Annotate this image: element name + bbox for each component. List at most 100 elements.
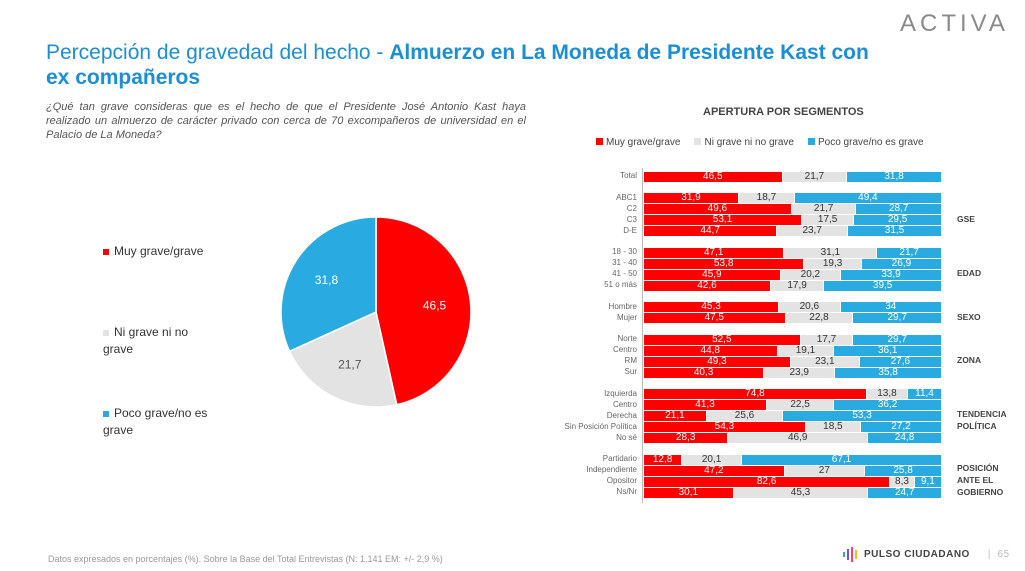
activa-logo: ACTIVA xyxy=(900,10,1009,37)
pie-legend-item: Muy grave/grave xyxy=(103,243,213,260)
bar-segment: 8,3 xyxy=(890,476,914,487)
bar-segment: 44,8 xyxy=(644,345,777,356)
bar-category-label: C2 xyxy=(626,203,637,213)
survey-question: ¿Qué tan grave consideras que es el hech… xyxy=(46,101,526,141)
legend-label: Ni grave ni no grave xyxy=(704,137,794,148)
bar-category-label: Sur xyxy=(624,367,637,376)
segment-group-label: GSE xyxy=(957,213,975,224)
legend-swatch xyxy=(103,410,109,417)
legend-swatch xyxy=(694,138,702,145)
bar-category-label: 18 - 30 xyxy=(612,247,637,256)
bar-segment: 29,5 xyxy=(854,215,941,225)
bar-segment: 19,3 xyxy=(804,258,861,269)
bar-segment: 82,6 xyxy=(644,476,890,487)
bar-category-label: No sé xyxy=(616,432,637,442)
bar-segment: 27,2 xyxy=(860,422,941,432)
bar-segment: 45,3 xyxy=(644,302,779,312)
segment-group-label: SEXO xyxy=(957,311,981,322)
legend-item: Muy grave/grave xyxy=(596,137,680,148)
legend-label: Ni grave ni no grave xyxy=(103,325,189,356)
bar-segment: 17,5 xyxy=(802,215,854,225)
bar-segment: 30,1 xyxy=(644,487,733,498)
bar-segment: 31,5 xyxy=(848,226,941,236)
pie-slice xyxy=(375,216,472,406)
bar-segment: 52,5 xyxy=(644,334,800,345)
bar-category-label: Sin Posición Política xyxy=(564,421,637,431)
bar-segment: 45,9 xyxy=(644,269,780,280)
bar-segment: 33,9 xyxy=(840,269,941,280)
legend-item: Poco grave/no es grave xyxy=(807,137,924,148)
bar-segment: 40,3 xyxy=(644,367,764,378)
bar-segment: 27 xyxy=(784,465,865,476)
bar-category-label: Mujer xyxy=(616,312,637,322)
bar-category-label: Derecha xyxy=(606,410,637,420)
bar-category-label: Opositor xyxy=(606,476,637,485)
bar-category-label: Total xyxy=(620,171,637,180)
bar-segment: 47,2 xyxy=(644,465,784,476)
bar-segment: 27,6 xyxy=(859,356,941,367)
bar-segment: 49,4 xyxy=(794,193,941,203)
segment-group-label: EDAD xyxy=(957,268,982,278)
bar-category-label: 31 - 40 xyxy=(612,258,637,267)
bar-segment: 74,8 xyxy=(644,389,866,399)
bar-category-label: Norte xyxy=(617,334,637,343)
bar-segment: 39,5 xyxy=(824,280,941,291)
pie-legend-item: Poco grave/no es grave xyxy=(103,405,213,439)
bar-segment: 13,8 xyxy=(866,389,907,399)
bar-segment: 9,1 xyxy=(914,476,941,487)
title-prefix: Percepción de gravedad del hecho - xyxy=(46,41,390,64)
pie-slice xyxy=(280,216,377,353)
bar-segment: 25,6 xyxy=(706,411,783,421)
pulso-logo-icon xyxy=(843,547,857,562)
legend-label: Poco grave/no es grave xyxy=(103,406,208,437)
bar-segment: 42,6 xyxy=(644,280,770,291)
bar-segment: 20,2 xyxy=(780,269,840,280)
legend-label: Muy grave/grave xyxy=(606,137,681,148)
bar-category-label: Independiente xyxy=(586,465,637,474)
bar-segment: 18,5 xyxy=(805,422,860,432)
bar-segment: 53,3 xyxy=(783,411,941,421)
bar-segment: 25,8 xyxy=(865,465,941,476)
bar-category-label: Ns/Nr xyxy=(616,487,637,496)
segment-group-label: POSICIÓN ANTE EL GOBIERNO xyxy=(957,463,1004,497)
bar-category-label: 41 - 50 xyxy=(612,269,637,278)
bar-category-label: RM xyxy=(624,356,637,365)
bar-category-label: Partidario xyxy=(602,454,637,463)
bar-legend: Muy grave/grave Ni grave ni no grave Poc… xyxy=(596,137,924,148)
pie-legend-item: Ni grave ni no grave xyxy=(103,324,213,358)
bar-segment: 45,3 xyxy=(733,487,868,498)
bar-category-label: Izquierda xyxy=(604,388,637,398)
legend-swatch xyxy=(807,138,815,145)
legend-item: Ni grave ni no grave xyxy=(694,137,794,148)
page-number-value: 65 xyxy=(997,548,1010,560)
bar-segment: 19,1 xyxy=(777,345,834,356)
bar-axis xyxy=(642,168,643,503)
bar-category-label: Hombre xyxy=(608,301,637,311)
bar-segment: 49,6 xyxy=(644,204,791,214)
bar-category-label: 51 o más xyxy=(604,280,637,289)
pie-chart: 46,5 21,7 31,8 xyxy=(280,216,472,408)
bar-segment: 23,7 xyxy=(777,226,848,236)
bar-segment: 29,7 xyxy=(853,313,941,323)
page-title: Percepción de gravedad del hecho - Almue… xyxy=(46,40,886,90)
bar-segment: 24,8 xyxy=(868,433,941,443)
bar-segment: 67,1 xyxy=(742,454,941,465)
bar-segment: 31,8 xyxy=(847,171,941,182)
bar-segment: 28,7 xyxy=(856,204,941,214)
bar-segment: 20,1 xyxy=(682,454,742,465)
bar-segment: 17,7 xyxy=(800,334,853,345)
bar-category-label: ABC1 xyxy=(616,192,637,202)
bar-segment: 35,8 xyxy=(835,367,941,378)
bar-segment: 21,7 xyxy=(791,204,856,214)
bar-segment: 36,2 xyxy=(834,400,941,410)
bar-segment: 24,7 xyxy=(868,487,941,498)
pulso-ciudadano-brand: PULSO CIUDADANO | 65 xyxy=(842,546,1010,562)
bar-segment: 18,7 xyxy=(739,193,794,203)
bar-segment: 31,1 xyxy=(784,247,877,258)
bar-segment: 29,7 xyxy=(853,334,941,345)
segments-title: APERTURA POR SEGMENTOS xyxy=(703,106,864,118)
pie-data-label: 21,7 xyxy=(338,358,362,372)
bar-segment: 53,8 xyxy=(644,258,804,269)
bar-segment: 28,3 xyxy=(644,433,728,443)
